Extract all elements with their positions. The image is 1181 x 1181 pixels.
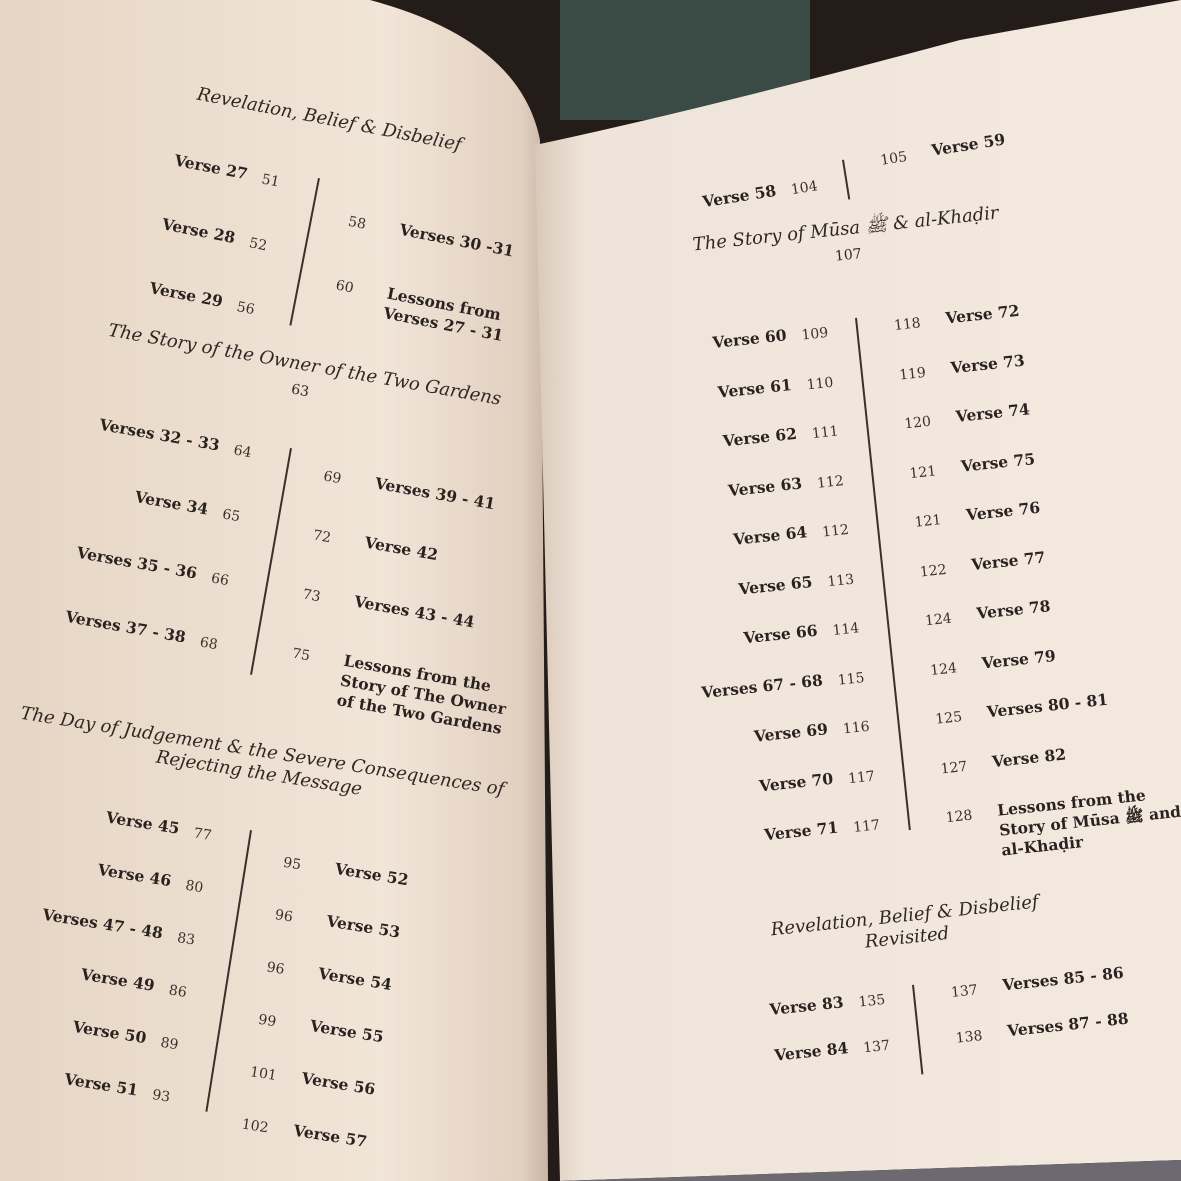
toc-entry-page: 124 — [924, 610, 953, 630]
toc-entry-page: 113 — [826, 571, 855, 590]
toc-entry-page: 110 — [805, 374, 835, 393]
toc-entry-page: 51 — [260, 171, 281, 191]
toc-entry-page: 86 — [167, 982, 188, 1001]
toc-entry-page: 121 — [913, 512, 943, 531]
toc-entry-page: 89 — [159, 1034, 180, 1054]
toc-entry-page: 64 — [232, 442, 253, 462]
toc-entry-page: 58 — [346, 213, 368, 233]
toc-entry-page: 137 — [950, 982, 979, 1001]
toc-entry-page: 56 — [235, 299, 256, 319]
right-page — [535, 0, 1181, 1181]
toc-entry-page: 137 — [862, 1037, 891, 1057]
toc-entry-page: 112 — [821, 521, 850, 541]
toc-entry-page: 121 — [908, 462, 937, 482]
toc-entry-page: 119 — [898, 364, 927, 384]
toc-entry-page: 125 — [934, 709, 963, 728]
page-edge — [560, 1160, 1181, 1181]
toc-entry-page: 117 — [847, 767, 876, 787]
toc-entry-page: 135 — [857, 991, 886, 1011]
toc-entry-page: 68 — [198, 634, 219, 654]
left-page — [0, 0, 548, 1181]
toc-entry-page: 112 — [816, 472, 845, 492]
toc-entry-page: 127 — [939, 758, 969, 777]
toc-entry-page: 111 — [811, 423, 840, 443]
toc-entry-page: 66 — [209, 570, 231, 590]
toc-entry-page: 69 — [322, 468, 343, 488]
toc-entry-page: 109 — [800, 324, 829, 344]
toc-entry-page: 124 — [929, 659, 958, 679]
toc-entry-page: 138 — [955, 1027, 984, 1047]
toc-entry-page: 122 — [919, 561, 948, 581]
toc-entry-page: 72 — [311, 527, 333, 547]
toc-entry-page: 52 — [247, 235, 269, 255]
toc-entry-page: 120 — [903, 413, 932, 433]
toc-entry-page: 96 — [265, 959, 286, 978]
toc-entry-page: 99 — [257, 1011, 278, 1031]
toc-entry-page: 117 — [852, 817, 881, 836]
toc-entry-page: 118 — [893, 315, 922, 334]
toc-entry-page: 80 — [184, 877, 205, 897]
toc-entry-page: 95 — [282, 854, 303, 874]
toc-entry-page: 75 — [290, 645, 312, 665]
toc-entry-page: 93 — [151, 1087, 172, 1106]
toc-entry-page: 65 — [221, 506, 242, 526]
toc-entry-page: 115 — [836, 669, 866, 689]
toc-entry-page: 128 — [944, 807, 974, 827]
toc-entry-page: 60 — [334, 277, 355, 297]
toc-entry-page: 96 — [273, 907, 294, 926]
toc-entry-page: 83 — [175, 930, 197, 949]
toc-entry-page: 73 — [301, 586, 322, 606]
toc-entry-page: 114 — [831, 620, 861, 640]
toc-entry-page: 77 — [192, 825, 213, 844]
toc-entry-page: 116 — [842, 718, 871, 738]
